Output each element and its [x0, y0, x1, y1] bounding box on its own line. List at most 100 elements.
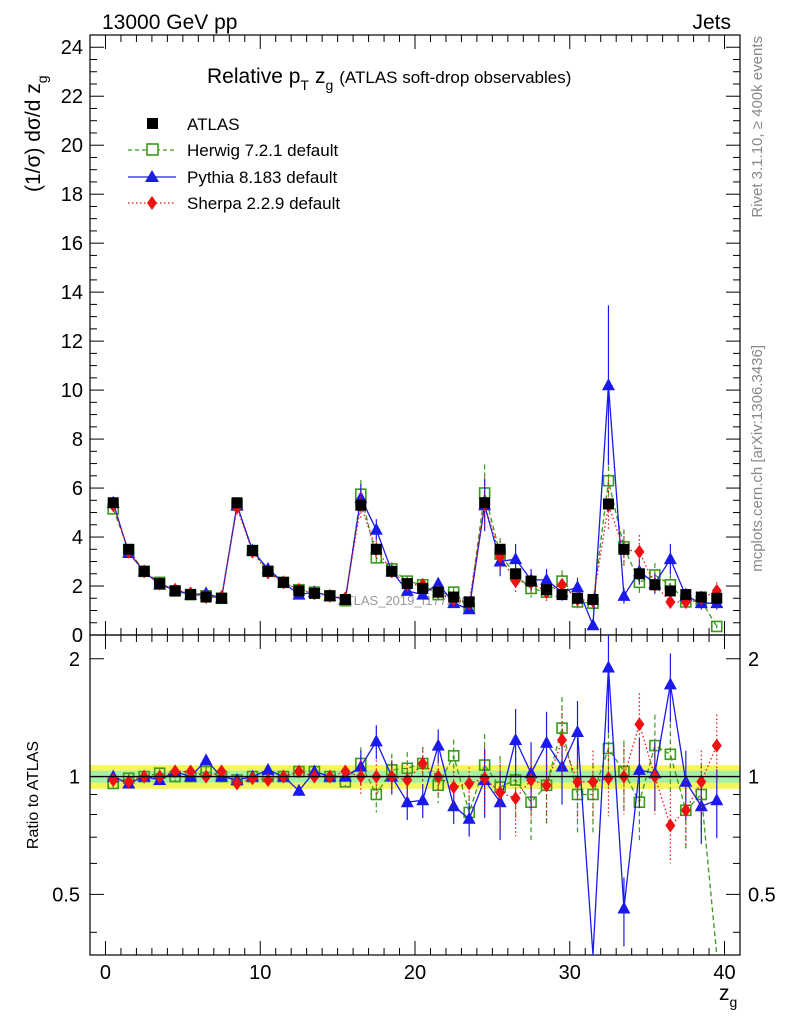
data-point — [618, 543, 630, 555]
legend-label-sherpa: Sherpa 2.2.9 default — [187, 194, 340, 213]
x-tick-label: 40 — [713, 962, 735, 984]
data-point — [370, 543, 382, 555]
data-point — [540, 572, 554, 585]
legend-marker-pythia — [145, 170, 159, 182]
ratio-y-tick-label: 2 — [69, 649, 80, 671]
ratio-point — [696, 774, 707, 789]
ratio-point — [416, 793, 430, 806]
data-point — [231, 497, 243, 509]
chart-title-paren: (ATLAS soft-drop observables) — [339, 68, 571, 87]
ratio-point — [232, 776, 243, 791]
ratio-point — [509, 733, 523, 746]
data-point — [293, 585, 305, 597]
y-axis-label: (1/σ) dσ/d zg — [22, 75, 50, 192]
chart-title-var: z — [315, 65, 326, 88]
header-left: 13000 GeV pp — [102, 11, 237, 34]
data-point — [509, 552, 523, 565]
data-point — [602, 474, 615, 487]
data-point — [510, 568, 522, 580]
x-axis-label-main: z — [719, 982, 730, 1005]
ratio-point — [617, 901, 631, 914]
ratio-point — [603, 771, 614, 786]
ratio-point — [711, 738, 722, 753]
ratio-point — [448, 780, 459, 795]
data-point — [247, 545, 258, 557]
y-tick-label: 10 — [61, 380, 83, 402]
ratio-point — [664, 748, 677, 761]
data-point — [634, 544, 645, 559]
ratio-point — [524, 766, 538, 779]
y-tick-label: 2 — [72, 576, 83, 598]
ratio-point — [663, 677, 677, 690]
chart-title-var-sub: g — [325, 77, 333, 93]
y-tick-label: 20 — [61, 135, 83, 157]
ratio-point — [493, 795, 507, 808]
header-right: Jets — [692, 11, 731, 34]
x-tick-label: 10 — [249, 962, 271, 984]
ratio-y-tick-label-right: 0.5 — [748, 884, 776, 906]
data-point — [556, 589, 568, 601]
y-tick-label: 4 — [72, 527, 83, 549]
data-point — [586, 618, 600, 631]
series-sherpa — [108, 477, 722, 611]
data-point — [262, 565, 274, 577]
chart-title-sub: T — [300, 77, 309, 93]
ratio-point — [417, 756, 428, 771]
data-point — [185, 589, 197, 601]
legend-label-pythia: Pythia 8.183 default — [187, 168, 338, 187]
data-point — [633, 568, 645, 580]
data-point — [308, 587, 320, 599]
legend: ATLAS Herwig 7.2.1 default Pythia 8.183 … — [128, 115, 340, 213]
ratio-point — [340, 764, 351, 779]
data-point — [479, 497, 491, 509]
ratio-point — [680, 803, 691, 818]
data-point — [369, 522, 383, 535]
data-point — [602, 498, 614, 510]
ratio-point — [462, 811, 476, 824]
data-point — [448, 591, 460, 603]
ratio-point — [431, 738, 445, 751]
ratio-point — [447, 799, 461, 812]
series-atlas — [107, 497, 723, 608]
ratio-y-tick-label-right: 2 — [748, 649, 759, 671]
data-point — [386, 565, 398, 577]
ratio-point — [665, 818, 676, 833]
data-point — [216, 592, 228, 604]
y-tick-label: 22 — [61, 86, 83, 108]
data-point — [680, 589, 692, 601]
y-tick-label: 18 — [61, 184, 83, 206]
ratio-line — [113, 727, 718, 956]
ratio-series — [90, 635, 740, 956]
x-tick-label: 30 — [559, 962, 581, 984]
y-tick-label: 0 — [72, 625, 83, 647]
data-point — [355, 499, 367, 511]
ratio-point — [495, 785, 506, 800]
data-point — [169, 585, 181, 597]
legend-marker-atlas — [147, 118, 158, 129]
data-point — [431, 576, 445, 589]
data-point — [494, 543, 506, 555]
data-point — [663, 552, 677, 565]
y-axis-label-main: (1/σ) dσ/d z — [22, 83, 45, 192]
ratio-axes: 0 10 20 30 40 0.5 0.5 1 1 2 2 — [52, 635, 776, 984]
ratio-point — [541, 778, 552, 793]
ratio-point — [247, 771, 258, 786]
ratio-point — [572, 774, 583, 789]
y-tick-label: 14 — [61, 282, 83, 304]
legend-marker-sherpa — [147, 196, 157, 210]
ratio-frame — [89, 634, 741, 956]
ratio-point — [694, 799, 708, 812]
data-point — [123, 543, 135, 555]
ratio-point — [292, 783, 306, 796]
x-axis-label: zg — [719, 982, 737, 1010]
ratio-point — [199, 753, 213, 766]
chart-title-main: Relative p — [207, 65, 300, 88]
y-tick-label: 24 — [61, 37, 83, 59]
x-tick-label: 20 — [404, 962, 426, 984]
x-tick-label: 0 — [100, 962, 111, 984]
ratio-point — [510, 791, 521, 806]
y-tick-label: 8 — [72, 429, 83, 451]
ratio-point — [587, 774, 598, 789]
data-point — [541, 584, 553, 596]
ratio-point — [170, 764, 181, 779]
